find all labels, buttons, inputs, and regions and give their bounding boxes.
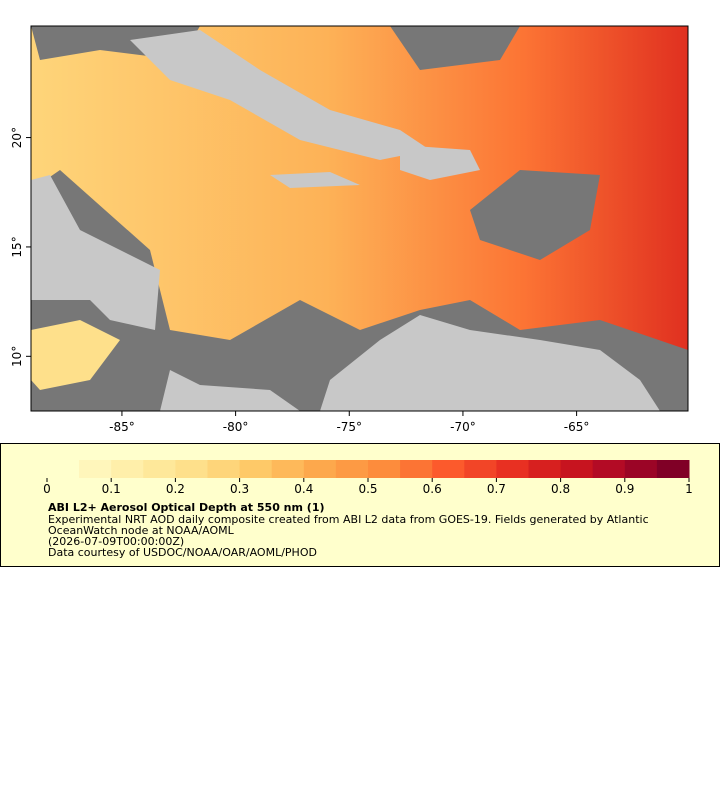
- map-area: [31, 26, 688, 411]
- colorbar-tick-label: 0.7: [487, 482, 506, 496]
- map-frame: [30, 25, 689, 412]
- colorbar-step: [432, 460, 465, 478]
- colorbar-step: [624, 460, 658, 478]
- colorbar-tick-label: 1: [685, 482, 693, 496]
- land: [31, 175, 160, 330]
- colorbar-tick-label: 0: [43, 482, 51, 496]
- x-tick-label: -70°: [450, 420, 476, 434]
- no-data: [470, 170, 600, 260]
- y-tick-label: 10°: [10, 346, 24, 367]
- land: [400, 145, 480, 180]
- colorbar-tick-label: 0.1: [102, 482, 121, 496]
- colorbar-tick-label: 0.4: [294, 482, 313, 496]
- colorbar-step: [111, 460, 144, 478]
- colorbar-step: [464, 460, 497, 478]
- aod-field: [31, 320, 120, 390]
- land: [130, 30, 430, 160]
- colorbar-step: [207, 460, 241, 478]
- legend-title: ABI L2+ Aerosol Optical Depth at 550 nm …: [48, 501, 325, 514]
- x-tick-label: -65°: [564, 420, 590, 434]
- colorbar-step: [271, 460, 305, 478]
- legend-line: (2026-07-09T00:00:00Z): [48, 535, 184, 548]
- land: [160, 370, 300, 411]
- colorbar-step: [400, 460, 433, 478]
- y-tick-label: 20°: [10, 127, 24, 148]
- colorbar-step: [303, 460, 337, 478]
- colorbar-step: [47, 460, 80, 478]
- legend-line: Data courtesy of USDOC/NOAA/OAR/AOML/PHO…: [48, 546, 317, 559]
- land: [320, 315, 660, 411]
- colorbar-tick-label: 0.5: [358, 482, 377, 496]
- colorbar-step: [335, 460, 369, 478]
- colorbar-tick-label: 0.9: [615, 482, 634, 496]
- colorbar-step: [656, 460, 690, 478]
- legend-line: OceanWatch node at NOAA/AOML: [48, 524, 235, 537]
- colorbar-step: [175, 460, 208, 478]
- no-data: [390, 26, 520, 70]
- colorbar-step: [143, 460, 176, 478]
- colorbar-step: [528, 460, 562, 478]
- x-tick-label: -80°: [223, 420, 249, 434]
- colorbar-step: [368, 460, 401, 478]
- legend-line: Experimental NRT AOD daily composite cre…: [48, 513, 649, 526]
- y-tick-label: 15°: [10, 236, 24, 257]
- colorbar-tick-label: 0.6: [423, 482, 442, 496]
- colorbar-step: [239, 460, 273, 478]
- colorbar-tick-label: 0.3: [230, 482, 249, 496]
- land: [270, 172, 360, 188]
- x-tick-label: -85°: [109, 420, 135, 434]
- colorbar-tick-label: 0.8: [551, 482, 570, 496]
- x-tick-label: -75°: [336, 420, 362, 434]
- colorbar-tick-label: 0.2: [166, 482, 185, 496]
- colorbar-step: [592, 460, 626, 478]
- colorbar-step: [79, 460, 112, 478]
- colorbar-step: [560, 460, 594, 478]
- colorbar-step: [496, 460, 529, 478]
